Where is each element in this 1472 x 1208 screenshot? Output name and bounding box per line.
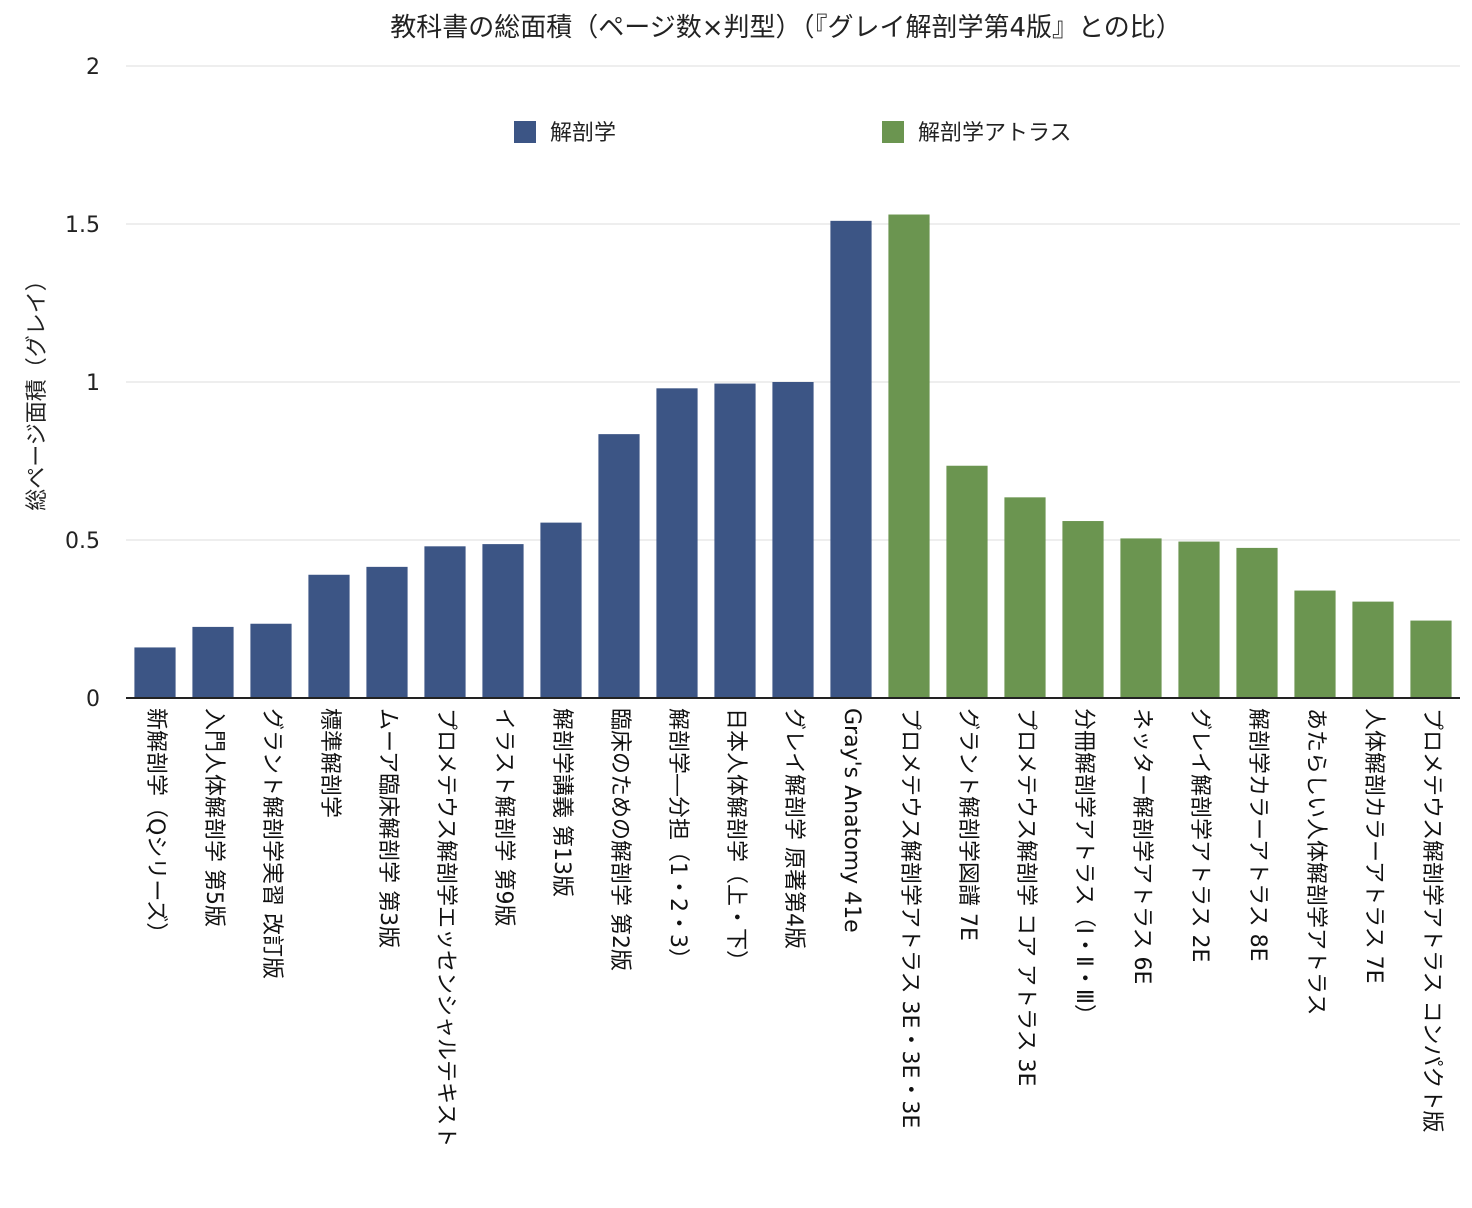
bar [250, 623, 292, 698]
chart-title: 教科書の総面積（ページ数×判型）（『グレイ解剖学第4版』との比） [390, 13, 1182, 43]
x-tick-label: プロメテウス解剖学 コア アトラス 3E [1013, 708, 1038, 1086]
x-tick-label: 新解剖学（Qシリーズ） [143, 708, 168, 944]
bar [1352, 601, 1394, 698]
bar [134, 647, 176, 698]
bar [830, 220, 872, 698]
x-tick-label: 入門人体解剖学 第5版 [201, 708, 226, 927]
legend-swatch [514, 121, 536, 143]
bar [1236, 547, 1278, 698]
y-tick-label: 0.5 [65, 529, 100, 554]
bar [888, 214, 930, 698]
bar [482, 544, 524, 698]
x-tick-label: 人体解剖カラーアトラス 7E [1361, 708, 1386, 984]
bar [366, 566, 408, 698]
x-tick-label: グレイ解剖学アトラス 2E [1187, 708, 1212, 962]
x-tick-label: グラント解剖学図譜 7E [955, 708, 980, 941]
x-tick-label: 解剖学講義 第13版 [549, 708, 574, 897]
bars [134, 214, 1452, 698]
bar [192, 626, 234, 698]
x-tick-label: 標準解剖学 [317, 708, 342, 818]
legend-label: 解剖学アトラス [918, 121, 1072, 146]
x-tick-label: 臨床のための解剖学 第2版 [607, 708, 632, 971]
x-tick-label: プロメテウス解剖学アトラス 3E・3E・3E [897, 708, 922, 1128]
x-tick-label: プロメテウス解剖学アトラス コンパクト版 [1419, 708, 1444, 1133]
x-axis-ticks: 新解剖学（Qシリーズ） 入門人体解剖学 第5版 グラント解剖学実習 改訂版 標準解剖学… [143, 708, 1444, 1147]
bar [1062, 521, 1104, 698]
bar [424, 546, 466, 698]
y-tick-label: 1.5 [65, 213, 100, 238]
bar [1178, 541, 1220, 698]
legend-label: 解剖学 [550, 121, 616, 146]
bar [772, 382, 814, 698]
x-tick-label: グレイ解剖学 原著第4版 [781, 708, 806, 949]
x-tick-label: 解剖学カラーアトラス 8E [1245, 708, 1270, 962]
y-axis-label: 総ページ面積（グレイ） [25, 269, 50, 511]
legend-swatch [882, 121, 904, 143]
bar [656, 388, 698, 698]
x-tick-label: ムーア臨床解剖学 第3版 [375, 708, 400, 948]
x-tick-label: あたらしい人体解剖学アトラス [1303, 708, 1328, 1016]
bar [1120, 538, 1162, 698]
y-tick-label: 1 [86, 371, 100, 396]
y-axis-ticks: 0 0.5 1 1.5 2 [65, 55, 100, 712]
x-tick-label: 解剖学―分担（1・2・3） [665, 708, 690, 970]
x-tick-label: Gray's Anatomy 41e [839, 708, 864, 933]
x-tick-label: グラント解剖学実習 改訂版 [259, 708, 284, 979]
y-tick-label: 0 [86, 687, 100, 712]
bar [540, 522, 582, 698]
x-tick-label: ネッター解剖学アトラス 6E [1129, 708, 1154, 984]
bar [1004, 497, 1046, 698]
bar [308, 574, 350, 698]
x-tick-label: プロメテウス解剖学エッセンシャルテキスト [433, 708, 458, 1147]
bar [714, 383, 756, 698]
bar [1294, 590, 1336, 698]
legend: 解剖学 解剖学アトラス [514, 121, 1072, 146]
bar [598, 434, 640, 698]
x-tick-label: 分冊解剖学アトラス（Ⅰ・Ⅱ・Ⅲ） [1071, 708, 1096, 1026]
x-tick-label: 日本人体解剖学（上・下） [723, 708, 748, 972]
x-tick-label: イラスト解剖学 第9版 [491, 708, 516, 927]
bar [946, 465, 988, 698]
bar [1410, 620, 1452, 698]
y-tick-label: 2 [86, 55, 100, 80]
